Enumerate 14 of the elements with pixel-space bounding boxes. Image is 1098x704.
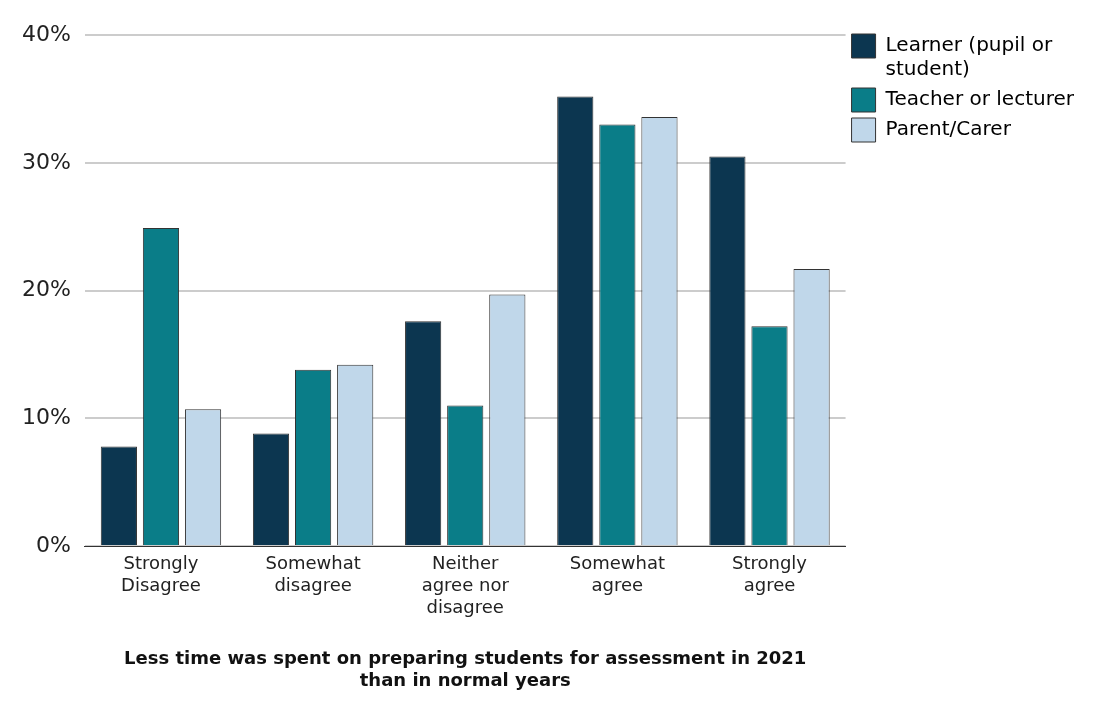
y-tick-label: 20% [21,276,71,302]
x-tick-label: Somewhat agree [569,552,665,596]
y-tick-label: 30% [21,148,71,174]
legend-label: Parent/Carer [885,116,1012,141]
x-tick-label: Strongly Disagree [121,552,201,596]
x-tick-label: Strongly agree [732,552,808,596]
legend-label: Teacher or lecturer [884,86,1075,111]
x-tick-label: Somewhat disagree [265,552,361,596]
y-tick-label: 0% [35,531,71,557]
x-tick-label: Neither agree nor disagree [421,552,510,617]
x-axis-title: Less time was spent on preparing students for assessment in 2021 than in normal years [124,647,807,690]
y-tick-label: 40% [21,20,71,46]
y-tick-label: 10% [21,404,71,430]
legend-label: Learner (pupil or student) [885,32,1053,81]
